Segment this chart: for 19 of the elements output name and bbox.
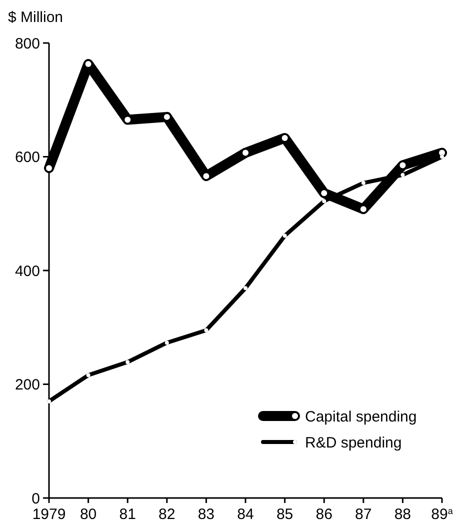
- x-tick-label: 82: [158, 506, 176, 523]
- x-tick-label: 80: [80, 506, 97, 523]
- legend-label: R&D spending: [305, 434, 402, 452]
- y-tick-label: 200: [14, 376, 40, 394]
- x-tick-label: 89$^{a}$: [431, 506, 453, 523]
- y-axis-title: $ Million: [8, 9, 64, 26]
- y-tick-label: 600: [14, 149, 40, 166]
- x-tick-label: 81: [119, 506, 136, 523]
- x-tick-label: 86: [316, 506, 332, 523]
- x-tick-label: 88: [394, 506, 412, 523]
- y-tick-label: 0: [32, 490, 40, 508]
- x-tick-label: 84: [237, 506, 254, 523]
- x-tick-label: 87: [355, 506, 372, 523]
- y-tick-label: 400: [14, 262, 40, 280]
- x-tick-label: 1979: [32, 506, 66, 523]
- x-tick-label: 85: [276, 506, 294, 523]
- y-tick-label: 800: [14, 35, 40, 52]
- legend-label: Capital spending: [305, 408, 417, 426]
- x-tick-label: 83: [198, 506, 215, 523]
